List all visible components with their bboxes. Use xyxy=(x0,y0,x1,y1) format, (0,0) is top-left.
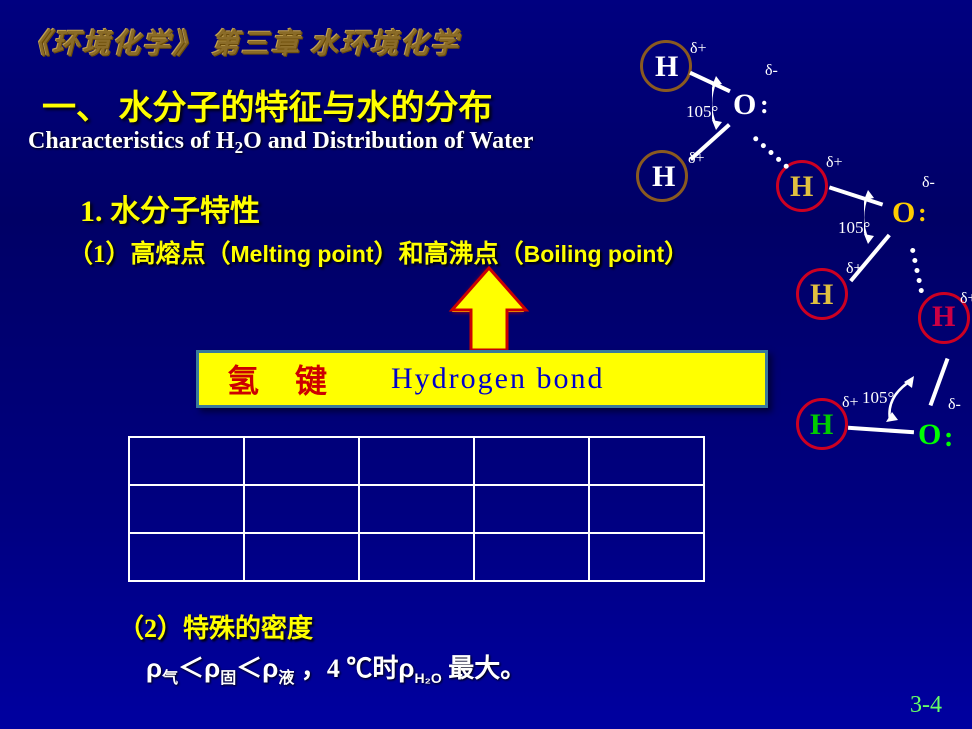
subtitle-pre: Characteristics of H xyxy=(28,128,235,154)
lt1: ＜ xyxy=(178,653,204,683)
angle-arrow-icon xyxy=(882,376,922,426)
max: 最大。 xyxy=(442,654,527,683)
hbond-cn: 氢 键 xyxy=(227,356,341,402)
delta-minus-icon: δ- xyxy=(948,396,961,414)
lt2: ＜ xyxy=(236,653,262,683)
table-row xyxy=(129,533,704,581)
i11-mid: ）和高沸点（ xyxy=(374,241,524,268)
section-title: 一、 水分子的特征与水的分布 xyxy=(42,80,493,129)
page-number: 3-4 xyxy=(910,692,942,719)
mol-H-2a: H xyxy=(790,170,813,204)
mol-H-3a: H xyxy=(932,300,955,334)
delta-minus-icon: δ- xyxy=(922,174,935,192)
sub-qi: 气 xyxy=(162,670,178,687)
hbond-en: Hydrogen bond xyxy=(391,362,604,396)
mol-O-2: O xyxy=(892,196,915,230)
lone-pair-icon: : xyxy=(944,422,953,454)
section-subtitle: Characteristics of H2O and Distribution … xyxy=(28,128,533,155)
data-table xyxy=(128,436,705,582)
4c: 4 ℃时 xyxy=(327,654,399,683)
comma: ， xyxy=(294,654,327,683)
hbond-dotted-icon xyxy=(910,247,924,293)
hbond-dotted-icon xyxy=(752,135,790,169)
density-formula: ρ气＜ρ固＜ρ液 ，4 ℃时ρH₂O 最大。 xyxy=(146,648,526,688)
rho3: ρ xyxy=(262,653,278,683)
sub-h2o: H₂O xyxy=(414,670,441,686)
item-1-title: 1. 水分子特性 xyxy=(80,186,260,230)
rho2: ρ xyxy=(204,653,220,683)
i11-mp: Melting point xyxy=(231,241,374,267)
hydrogen-bond-box: 氢 键 Hydrogen bond xyxy=(196,350,768,408)
lone-pair-icon: : xyxy=(918,198,927,228)
delta-plus-icon: δ+ xyxy=(960,290,972,308)
angle-arrow-icon xyxy=(712,76,740,132)
item-1-1: （1）高熔点（Melting point）和高沸点（Boiling point） xyxy=(68,234,689,270)
delta-plus-icon: δ+ xyxy=(690,40,707,58)
mol-H-2b: H xyxy=(810,278,833,312)
table-row xyxy=(129,437,704,485)
lone-pair-icon: : xyxy=(760,90,769,120)
chapter-header: 《环境化学》 第三章 水环境化学 xyxy=(22,22,460,62)
rho1: ρ xyxy=(146,653,162,683)
sub-gu: 固 xyxy=(220,670,236,687)
bond-icon xyxy=(929,358,950,406)
delta-minus-icon: δ- xyxy=(765,62,778,80)
i11-pre: （1）高熔点（ xyxy=(68,241,231,268)
bond-icon xyxy=(848,426,914,435)
delta-plus-icon: δ+ xyxy=(826,154,843,172)
rho4: ρ xyxy=(398,653,414,683)
subtitle-post: O and Distribution of Water xyxy=(243,128,533,154)
table-row xyxy=(129,485,704,533)
item-1-2: （2）特殊的密度 xyxy=(118,608,313,645)
mol-H-1b: H xyxy=(652,160,675,194)
delta-plus-icon: δ+ xyxy=(842,394,859,412)
sub-ye: 液 xyxy=(278,670,294,687)
mol-H-1a: H xyxy=(655,50,678,84)
i11-bp: Boiling point xyxy=(524,241,665,267)
arrow-outline-icon xyxy=(448,266,530,354)
i11-post: ） xyxy=(664,241,689,268)
subtitle-sub: 2 xyxy=(235,138,244,157)
mol-H-3b: H xyxy=(810,408,833,442)
angle-arrow-icon xyxy=(864,190,892,246)
